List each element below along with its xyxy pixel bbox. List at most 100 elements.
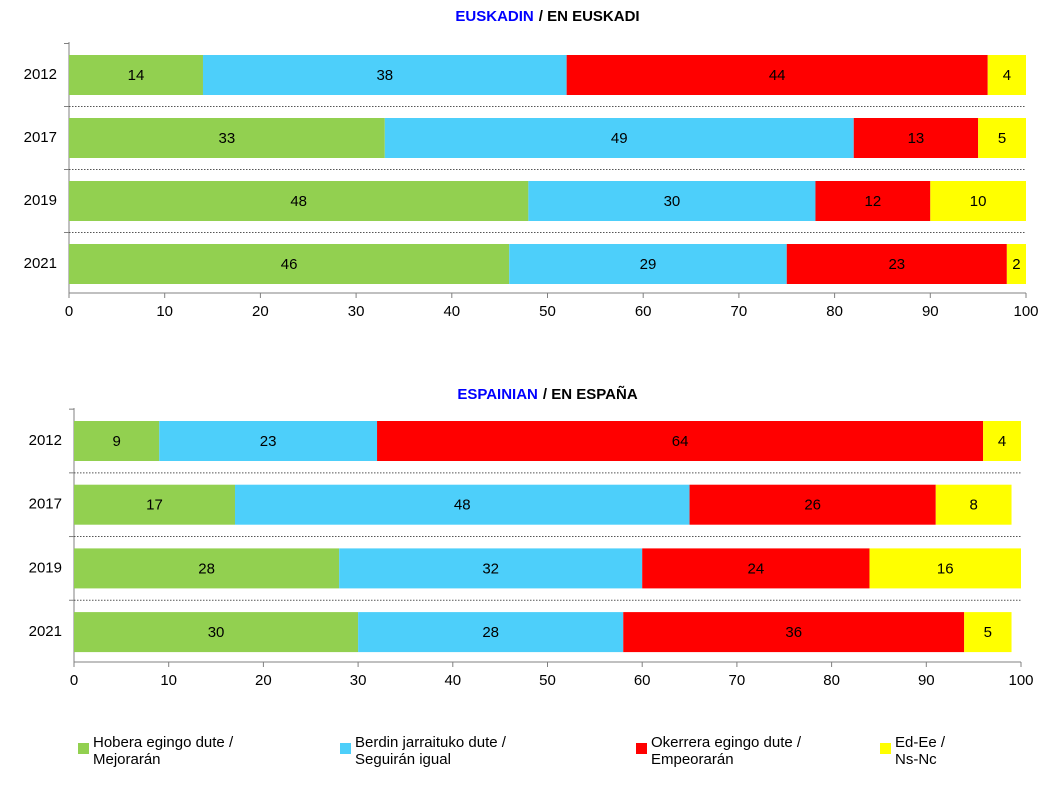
data-label: 46 [281, 256, 298, 273]
bar-segment [642, 548, 870, 589]
x-tick-label: 60 [634, 672, 651, 689]
bar-segment [689, 484, 936, 525]
data-label: 24 [747, 560, 764, 577]
bar-segment [159, 421, 378, 461]
bar-segment [358, 612, 624, 653]
bar-segment [853, 118, 979, 158]
data-label: 14 [128, 67, 145, 84]
data-label: 10 [970, 193, 987, 210]
data-label: 28 [198, 560, 215, 577]
x-tick-label: 40 [444, 672, 461, 689]
x-tick-label: 50 [539, 303, 556, 320]
y-tick-label: 2012 [24, 66, 57, 83]
x-tick-label: 40 [443, 303, 460, 320]
data-label: 23 [888, 256, 905, 273]
title-part: EUSKADIN [455, 8, 533, 25]
data-label: 9 [112, 433, 120, 450]
legend-label: Berdin jarraituko dute / Seguirán igual [355, 734, 506, 768]
data-label: 26 [804, 497, 821, 514]
y-tick-label: 2019 [29, 559, 62, 576]
legend-label: Okerrera egingo dute / Empeorarán [651, 734, 802, 768]
legend-swatch [340, 743, 351, 754]
bar-segment [377, 421, 984, 461]
bar-segment [69, 244, 510, 284]
bar-segment [935, 484, 1012, 525]
title-part: / EN EUSKADI [539, 8, 640, 25]
bar-segment [815, 181, 931, 221]
data-label: 36 [785, 624, 802, 641]
data-label: 29 [640, 256, 657, 273]
data-label: 28 [482, 624, 499, 641]
y-tick-label: 2021 [29, 623, 62, 640]
data-label: 2 [1012, 256, 1020, 273]
legend-label: Hobera egingo dute / Mejorarán [93, 734, 234, 768]
chart-title: EUSKADIN / EN EUSKADI [455, 8, 639, 25]
x-tick-label: 100 [1013, 303, 1038, 320]
data-label: 17 [146, 497, 163, 514]
data-label: 33 [219, 130, 236, 147]
bar-segment [786, 244, 1007, 284]
bar-segment [74, 484, 235, 525]
bar-segment [964, 612, 1012, 653]
x-tick-label: 20 [255, 672, 272, 689]
x-tick-label: 90 [922, 303, 939, 320]
y-tick-label: 2019 [24, 192, 57, 209]
data-label: 49 [611, 130, 628, 147]
legend-swatch [880, 743, 891, 754]
data-label: 16 [937, 560, 954, 577]
x-tick-label: 70 [731, 303, 748, 320]
data-label: 12 [865, 193, 882, 210]
data-label: 23 [260, 433, 277, 450]
data-label: 4 [1003, 67, 1011, 84]
data-label: 48 [454, 497, 471, 514]
bar-segment [339, 548, 643, 589]
legend-swatch [78, 743, 89, 754]
legend-swatch [636, 743, 647, 754]
x-tick-label: 80 [826, 303, 843, 320]
x-tick-label: 90 [918, 672, 935, 689]
data-label: 64 [672, 433, 689, 450]
x-tick-label: 70 [729, 672, 746, 689]
chart-title: ESPAINIAN / EN ESPAÑA [457, 385, 637, 403]
bar-segment [74, 421, 160, 461]
data-label: 30 [664, 193, 681, 210]
data-label: 44 [769, 67, 786, 84]
bar-segment [978, 118, 1026, 158]
bar-segment [69, 118, 385, 158]
bar-segment [983, 421, 1021, 461]
data-label: 32 [482, 560, 499, 577]
title-part: / EN ESPAÑA [543, 385, 638, 403]
y-tick-label: 2017 [29, 496, 62, 513]
data-label: 8 [969, 497, 977, 514]
y-tick-label: 2021 [24, 255, 57, 272]
x-tick-label: 0 [70, 672, 78, 689]
x-tick-label: 30 [348, 303, 365, 320]
data-label: 13 [908, 130, 925, 147]
bar-segment [384, 118, 854, 158]
x-tick-label: 60 [635, 303, 652, 320]
x-tick-label: 10 [160, 672, 177, 689]
bar-segment [869, 548, 1021, 589]
data-label: 30 [208, 624, 225, 641]
bar-segment [509, 244, 787, 284]
bar-segment [69, 181, 529, 221]
bar-segment [69, 55, 203, 95]
x-tick-label: 30 [350, 672, 367, 689]
x-tick-label: 0 [65, 303, 73, 320]
bar-segment [566, 55, 988, 95]
y-tick-label: 2012 [29, 432, 62, 449]
x-tick-label: 100 [1008, 672, 1033, 689]
bar-segment [528, 181, 816, 221]
x-tick-label: 10 [156, 303, 173, 320]
bar-segment [202, 55, 567, 95]
data-label: 5 [984, 624, 992, 641]
data-label: 4 [998, 433, 1006, 450]
data-label: 48 [290, 193, 307, 210]
x-tick-label: 80 [823, 672, 840, 689]
bar-segment [74, 612, 359, 653]
y-tick-label: 2017 [24, 129, 57, 146]
x-tick-label: 20 [252, 303, 269, 320]
title-part: ESPAINIAN [457, 386, 538, 403]
bar-segment [987, 55, 1026, 95]
